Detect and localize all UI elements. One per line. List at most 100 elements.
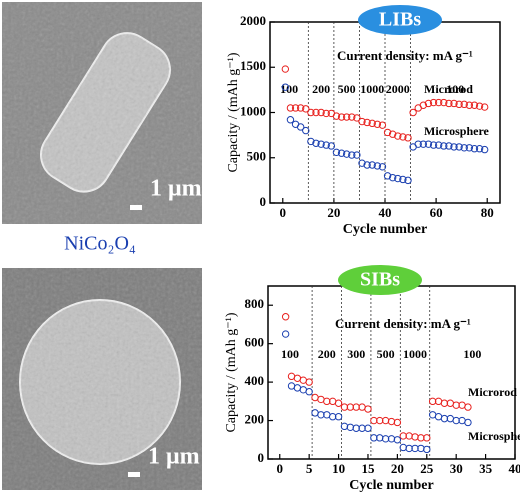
y-tick-label: 400 [245,373,265,388]
data-point [388,130,397,138]
data-point [317,411,325,419]
series-label: Microsphere [424,124,490,138]
data-point [411,433,419,441]
data-point [322,109,330,118]
data-point [378,163,387,171]
x-tick-label: 15 [361,461,375,476]
data-point [460,144,468,152]
data-point [352,424,360,432]
data-point [358,159,366,167]
y-tick-label: 200 [245,412,265,427]
data-point [399,133,407,141]
data-point [440,414,449,423]
data-point [450,99,458,108]
data-point [393,436,402,444]
rate-label: 200 [312,82,330,96]
data-point [358,424,366,432]
rate-label: 500 [338,82,356,96]
data-point [388,173,397,182]
data-point [296,123,305,131]
data-point [296,104,305,112]
rate-label: 300 [347,347,365,361]
data-point [281,313,290,321]
data-point [480,103,489,111]
data-point [475,145,484,153]
data-point [342,150,351,158]
y-tick-label: 600 [245,335,265,350]
data-point [340,403,349,411]
data-point [445,142,453,150]
data-point [450,143,458,151]
x-axis-label: Cycle number [343,222,427,237]
data-point [394,132,402,140]
data-point [358,117,366,126]
title-badge [338,265,422,295]
data-point [465,101,474,109]
data-point [312,139,320,147]
data-point [429,98,438,107]
data-point [411,444,419,453]
y-tick-label: 800 [245,296,265,311]
rate-label: 1000 [360,82,384,96]
data-point [305,378,313,386]
data-point [455,100,463,109]
data-point [440,98,448,107]
microrod [40,32,171,193]
data-point [370,416,378,425]
x-tick-label: 35 [479,461,493,476]
data-point [281,83,290,91]
data-point [399,432,407,440]
data-point [363,161,371,169]
y-tick-label: 1000 [240,103,266,118]
scale-bar [130,205,142,210]
x-tick-label: 60 [430,205,443,220]
data-point [352,403,360,411]
data-point [445,99,453,108]
rate-label: 500 [377,347,395,361]
data-point [305,388,313,396]
data-point [376,416,384,425]
data-point [404,176,412,185]
y-axis-label: Capacity / (mAh g⁻¹) [226,52,241,172]
data-point [364,424,372,432]
data-point [291,104,300,112]
data-point [337,149,346,157]
x-tick-label: 25 [420,461,434,476]
title-badge [358,5,442,35]
x-tick-label: 80 [481,205,494,220]
rate-label: 2000 [386,82,410,96]
subtitle: Current density: mA g⁻¹ [337,48,473,63]
x-tick-label: 40 [509,461,520,476]
data-point [414,140,422,148]
rate-label: 100 [446,82,464,96]
data-point [353,151,361,159]
data-point [409,108,417,117]
y-tick-label: 0 [258,450,265,465]
data-point [470,145,479,153]
data-point [393,418,402,427]
x-tick-label: 20 [327,205,340,220]
data-point [452,401,460,409]
data-point [455,143,463,151]
data-point [383,172,392,180]
data-point [328,413,337,421]
data-point [394,174,402,183]
data-point [281,330,290,338]
data-point [373,120,382,128]
data-point [480,145,489,154]
data-point [348,113,356,121]
y-axis-label: Capacity / (mAh g⁻¹) [224,312,239,432]
data-point [423,434,431,442]
data-point [373,162,382,170]
chart-title: LIBs [379,9,421,31]
data-point [302,126,310,135]
data-point [419,140,428,148]
data-point [340,422,349,431]
data-point [337,113,346,121]
data-point [378,121,387,129]
data-point [307,137,315,146]
microsphere-texture [20,300,180,464]
data-point [452,416,460,425]
data-point [424,140,433,148]
